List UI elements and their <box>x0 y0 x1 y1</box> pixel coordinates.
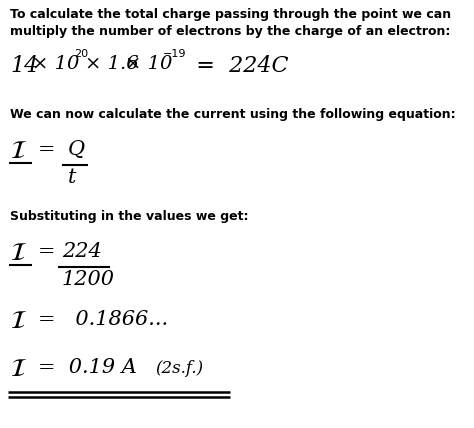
Text: Substituting in the values we get:: Substituting in the values we get: <box>10 210 248 223</box>
Text: =  0.19 A: = 0.19 A <box>38 358 144 377</box>
Text: =   0.1866...: = 0.1866... <box>38 310 168 329</box>
Text: t: t <box>68 168 76 187</box>
Text: 224: 224 <box>62 242 102 261</box>
Text: 20: 20 <box>74 49 88 59</box>
Text: =: = <box>38 140 55 159</box>
Text: multiply the number of electrons by the charge of an electron:: multiply the number of electrons by the … <box>10 25 450 38</box>
Text: 1200: 1200 <box>62 270 115 289</box>
Text: =: = <box>38 242 55 261</box>
Text: × 1.6: × 1.6 <box>85 55 138 73</box>
Text: We can now calculate the current using the following equation:: We can now calculate the current using t… <box>10 108 456 121</box>
Text: $\mathcal{I}$: $\mathcal{I}$ <box>10 310 27 333</box>
Text: −19: −19 <box>163 49 186 59</box>
Text: 14: 14 <box>10 55 38 77</box>
Text: × 10: × 10 <box>125 55 173 73</box>
Text: (2s.f.): (2s.f.) <box>155 360 203 377</box>
Text: Q: Q <box>68 140 85 159</box>
Text: To calculate the total charge passing through the point we can: To calculate the total charge passing th… <box>10 8 451 21</box>
Text: × 10: × 10 <box>32 55 79 73</box>
Text: $\mathcal{I}$: $\mathcal{I}$ <box>10 242 27 265</box>
Text: $\mathcal{I}$: $\mathcal{I}$ <box>10 140 27 163</box>
Text: $\mathcal{I}$: $\mathcal{I}$ <box>10 358 27 381</box>
Text: =  224C: = 224C <box>182 55 289 77</box>
